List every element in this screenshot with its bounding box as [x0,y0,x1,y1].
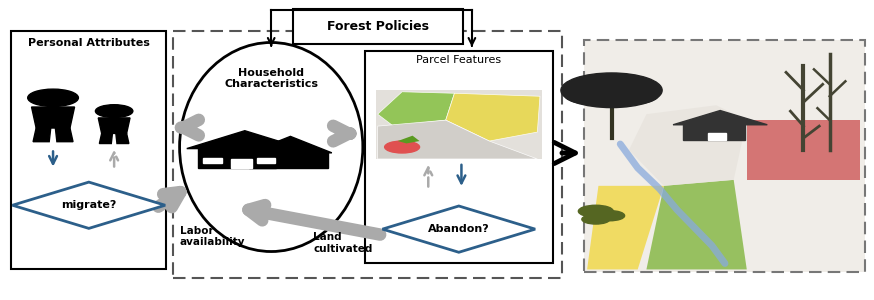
Polygon shape [446,93,540,141]
Polygon shape [98,118,130,134]
Ellipse shape [179,43,363,251]
Polygon shape [587,186,664,269]
Bar [257,158,275,163]
Polygon shape [376,90,542,159]
Bar [683,124,745,140]
Bar [231,158,253,168]
Circle shape [582,214,610,224]
Circle shape [95,105,133,118]
Polygon shape [378,120,538,159]
FancyBboxPatch shape [584,40,864,272]
FancyBboxPatch shape [365,52,553,263]
Circle shape [595,211,625,221]
Bar [709,133,725,140]
Text: migrate?: migrate? [61,200,116,210]
Text: Labor
availability: Labor availability [179,226,245,248]
Circle shape [565,85,621,104]
Polygon shape [31,107,74,128]
Polygon shape [12,182,165,228]
Polygon shape [398,136,420,143]
FancyBboxPatch shape [293,9,463,44]
Polygon shape [629,105,746,186]
Polygon shape [378,92,454,126]
Polygon shape [116,134,128,143]
Text: Forest Policies: Forest Policies [327,20,428,33]
Polygon shape [249,136,332,153]
Polygon shape [383,206,535,252]
Polygon shape [33,128,51,142]
Polygon shape [55,128,73,142]
Polygon shape [673,110,767,125]
Circle shape [603,85,659,104]
Bar [204,158,222,163]
Circle shape [385,141,420,153]
Bar [249,152,328,168]
Text: Abandon?: Abandon? [428,224,489,234]
Polygon shape [187,131,302,148]
Polygon shape [746,120,860,180]
Text: Parcel Features: Parcel Features [416,56,502,65]
Polygon shape [100,134,113,143]
Circle shape [561,73,662,108]
Bar [198,148,276,168]
Polygon shape [647,180,746,269]
FancyBboxPatch shape [11,31,166,269]
Text: Land
cultivated: Land cultivated [313,232,372,254]
Text: Personal Attributes: Personal Attributes [28,38,149,47]
Text: Household
Characteristics: Household Characteristics [225,68,318,89]
Circle shape [28,89,79,106]
Circle shape [579,205,614,217]
